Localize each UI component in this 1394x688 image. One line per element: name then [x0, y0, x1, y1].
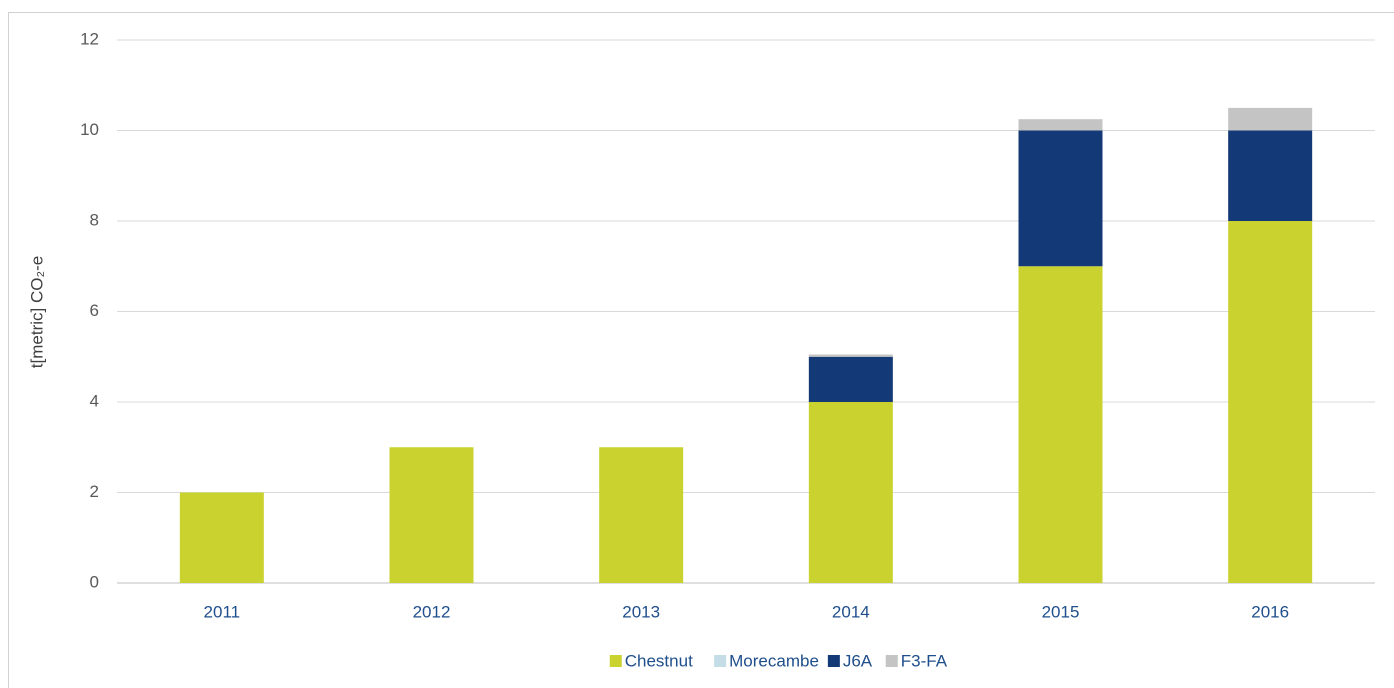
y-tick-label: 0: [90, 572, 99, 591]
legend-label: Chestnut: [625, 651, 693, 670]
y-tick-label: 6: [90, 301, 99, 320]
x-tick-label: 2016: [1251, 602, 1289, 621]
y-axis-label: t[metric] CO₂-e: [27, 256, 46, 368]
legend-swatch: [714, 655, 727, 667]
y-tick-label: 2: [90, 482, 99, 501]
bar-segment: [1018, 130, 1103, 267]
legend-label: J6A: [843, 651, 873, 670]
legend-label: F3-FA: [901, 651, 948, 670]
x-tick-label: 2015: [1042, 602, 1080, 621]
bar-segment: [1018, 119, 1103, 131]
y-tick-label: 10: [80, 120, 99, 139]
bar-segment: [179, 492, 264, 583]
bar-segment: [808, 354, 893, 357]
bar-segment: [389, 447, 474, 583]
x-tick-label: 2013: [622, 602, 660, 621]
legend-swatch: [885, 655, 898, 667]
y-tick-label: 4: [90, 391, 99, 410]
bar-segment: [808, 402, 893, 583]
x-tick-label: 2012: [413, 602, 451, 621]
bar-segment: [1018, 266, 1103, 583]
x-tick-label: 2011: [204, 602, 241, 621]
x-tick-label: 2014: [832, 602, 870, 621]
bar-segment: [808, 356, 893, 402]
bar-segment: [599, 447, 684, 583]
bar-segment: [1228, 107, 1313, 131]
y-tick-label: 8: [90, 210, 99, 229]
legend-swatch: [609, 655, 622, 667]
legend-label: Morecambe: [729, 651, 819, 670]
bar-segment: [1228, 130, 1313, 221]
bar-segment: [1228, 221, 1313, 583]
y-tick-label: 12: [80, 29, 99, 48]
legend-swatch: [827, 655, 840, 667]
chart-frame: [8, 12, 1394, 688]
